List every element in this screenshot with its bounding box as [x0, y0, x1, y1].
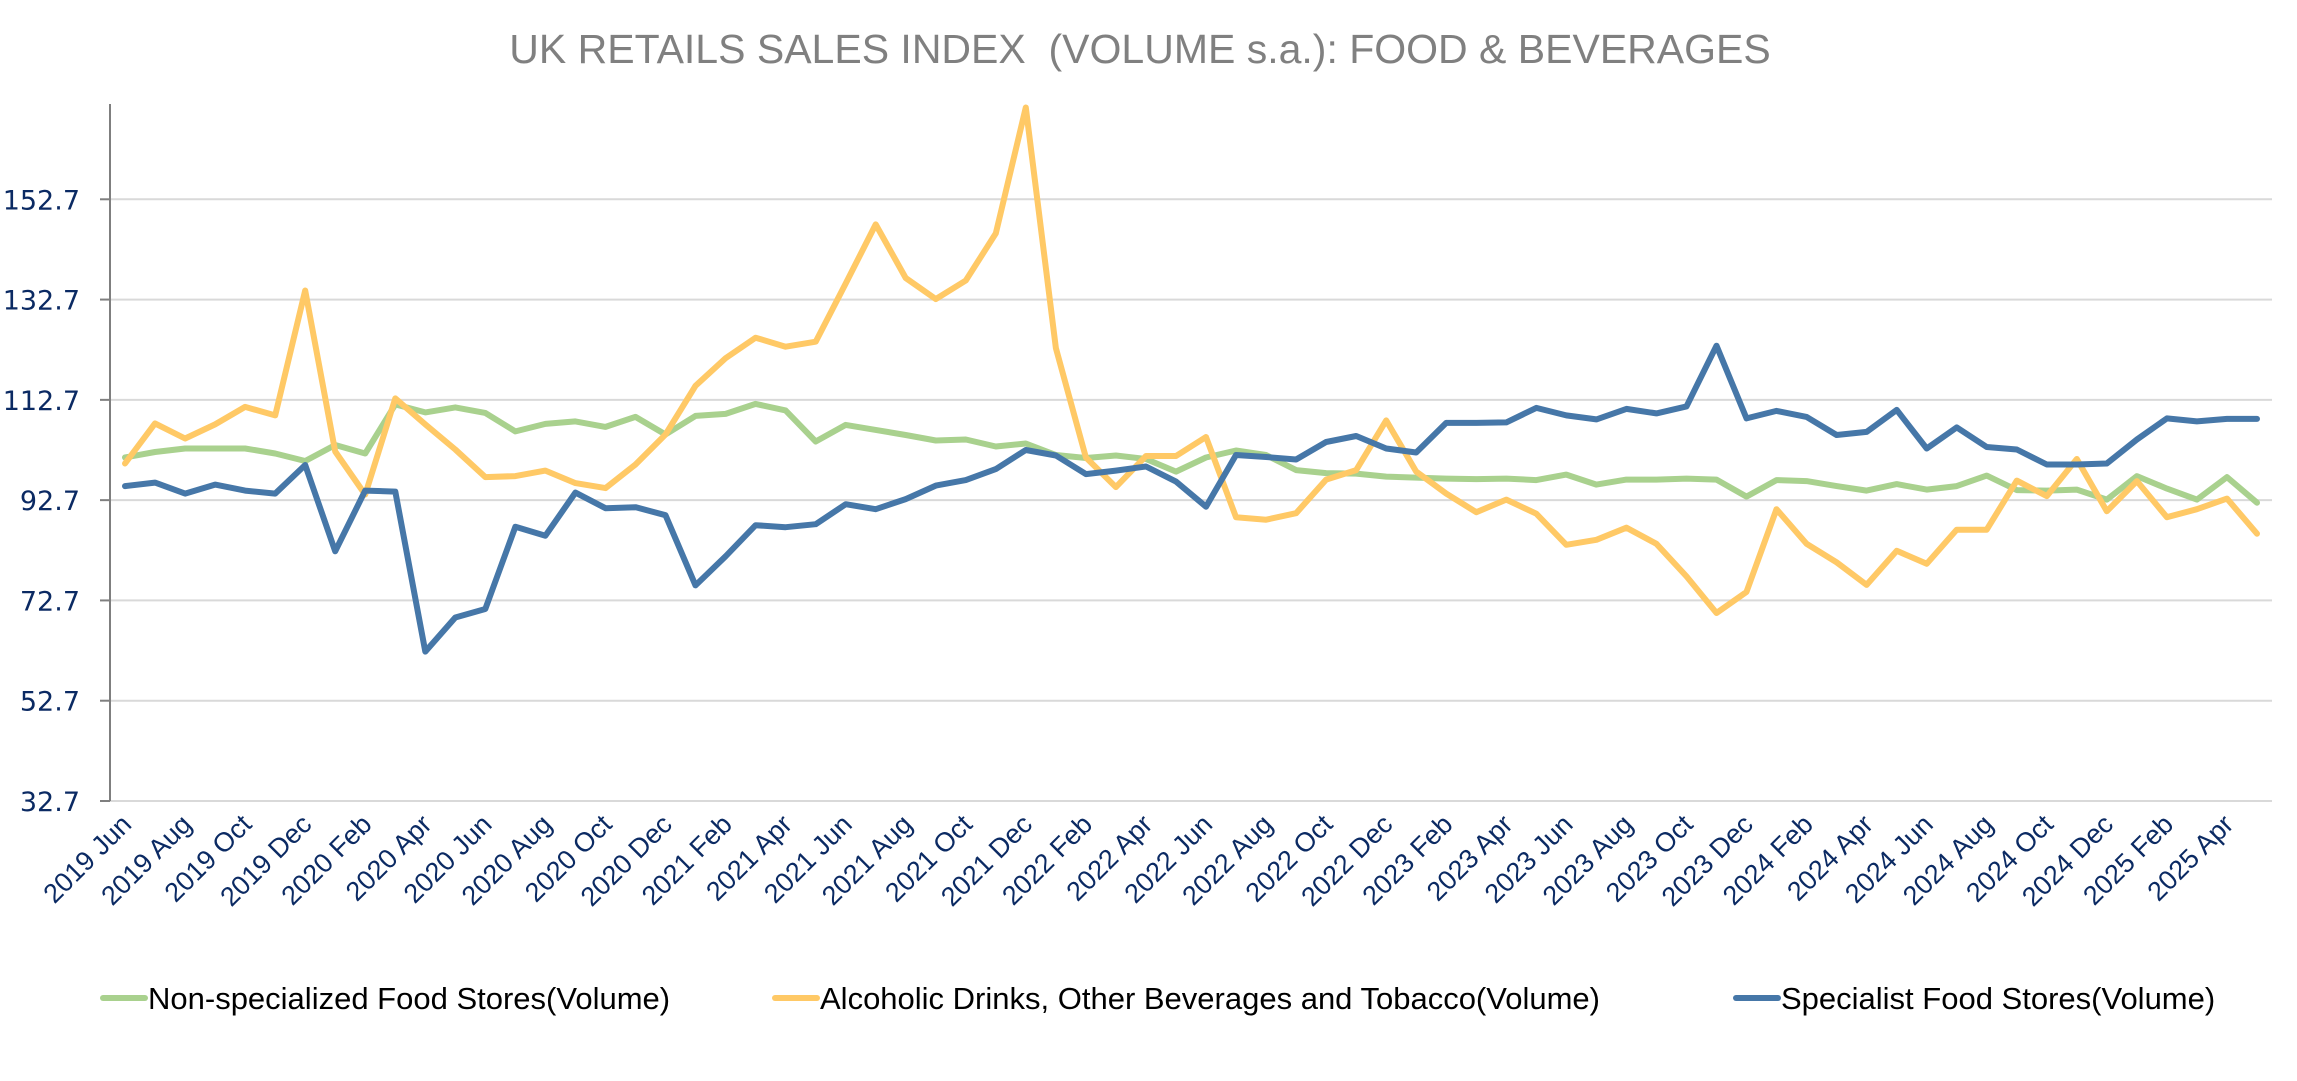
legend-label: Alcoholic Drinks, Other Beverages and To… [820, 981, 1600, 1016]
y-tick-label: 132.7 [3, 286, 80, 317]
series-lines [122, 104, 2260, 655]
y-tick-label: 32.7 [20, 787, 80, 818]
legend-item-1[interactable]: Non-specialized Food Stores(Volume) [100, 981, 670, 1016]
y-tick-label: 152.7 [3, 185, 80, 216]
legend-label: Non-specialized Food Stores(Volume) [148, 981, 670, 1016]
gridlines [110, 198, 2272, 802]
y-axis [100, 104, 111, 802]
y-tick-label: 112.7 [3, 386, 80, 417]
series-line-1 [122, 400, 2260, 506]
legend: Non-specialized Food Stores(Volume) Alcoh… [100, 981, 2215, 1016]
series-line-3 [122, 342, 2260, 655]
legend-item-2[interactable]: Alcoholic Drinks, Other Beverages and To… [772, 981, 1600, 1016]
legend-label: Specialist Food Stores(Volume) [1781, 981, 2215, 1016]
y-tick-label: 72.7 [20, 586, 80, 617]
y-tick-label: 52.7 [20, 687, 80, 718]
legend-item-3[interactable]: Specialist Food Stores(Volume) [1733, 981, 2215, 1016]
series-line-2 [122, 104, 2260, 616]
chart-title: UK RETAILS SALES INDEX (VOLUME s.a.): FO… [509, 26, 1770, 72]
y-tick-label: 92.7 [20, 486, 80, 517]
y-tick-labels: 32.7 52.7 72.7 92.7 112.7 132.7 152.7 [3, 185, 80, 818]
